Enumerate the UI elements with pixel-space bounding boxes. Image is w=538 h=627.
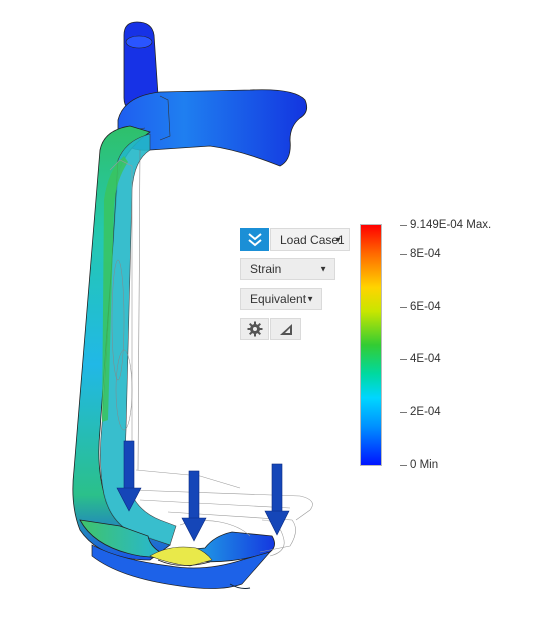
legend-tick-label: 2E-04 [410,406,441,418]
double-chevron-down-icon [247,232,262,246]
legend-color-bar [360,224,382,466]
gear-icon [247,321,262,337]
result-component-label: Equivalent [250,292,307,306]
model-top-clamp [117,89,308,167]
model-bottom-clamp [79,519,275,563]
legend-tick-label: 4E-04 [410,353,441,365]
model-wireframe [109,159,313,557]
triangle-probe-icon [279,323,292,335]
result-type-dropdown[interactable]: Strain ▼ [240,258,335,280]
legend-tick [400,465,407,466]
legend-tick [400,225,407,226]
chevron-down-icon: ▼ [334,235,342,244]
legend-max-label: 9.149E-04 Max. [410,219,492,231]
model-post-top [125,35,153,49]
chevron-down-icon: ▼ [319,264,327,274]
load-arrow-icon [116,440,142,512]
legend-tick [400,307,407,308]
load-arrow-icon [181,470,207,542]
probe-button[interactable] [270,318,301,340]
legend-tick-label: 6E-04 [410,301,441,313]
chevron-down-icon: ▼ [306,294,314,304]
legend-tick-label: 8E-04 [410,248,441,260]
legend-min-label: 0 Min [410,459,439,471]
settings-button[interactable] [240,318,269,340]
legend-tick [400,412,407,413]
result-type-label: Strain [250,262,282,276]
model-bottom-lip [91,544,272,589]
load-case-label: Load Case1 [280,232,345,247]
load-arrow-icon [264,463,290,536]
legend-tick [400,254,407,255]
collapse-button[interactable] [240,228,269,251]
legend-tick [400,359,407,360]
result-component-dropdown[interactable]: Equivalent ▼ [240,288,322,310]
load-case-dropdown[interactable]: Load Case1 ▼ [270,228,350,251]
